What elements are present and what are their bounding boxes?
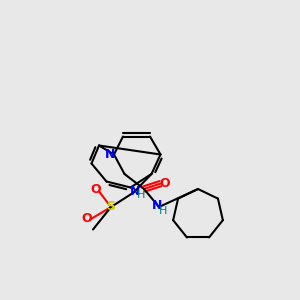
Text: N: N [105, 148, 116, 161]
Text: O: O [82, 212, 92, 225]
Text: O: O [160, 177, 170, 190]
Text: H: H [137, 190, 145, 200]
Text: N: N [130, 184, 140, 198]
Text: S: S [106, 200, 116, 214]
Text: O: O [90, 183, 101, 196]
Text: H: H [159, 206, 168, 217]
Text: N: N [152, 199, 163, 212]
